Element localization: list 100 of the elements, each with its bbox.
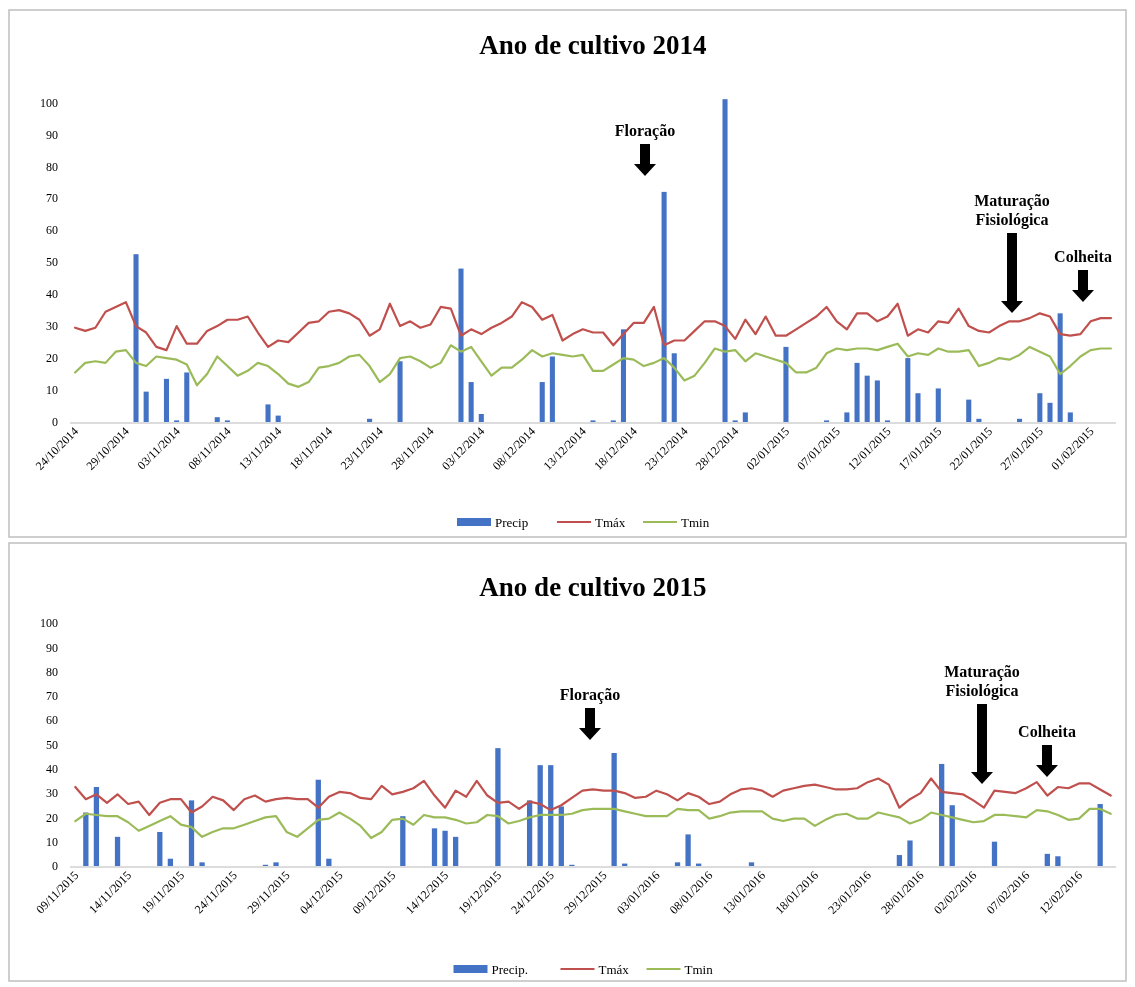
annotation: Maturação Fisiológica	[944, 663, 1020, 700]
bar	[143, 391, 149, 422]
legend-label: Precip	[495, 514, 529, 530]
bar	[558, 806, 564, 866]
y-tick-label: 50	[46, 737, 58, 752]
annotation: Floração	[614, 122, 676, 140]
y-tick-label: 40	[46, 287, 58, 302]
y-tick-label: 20	[46, 810, 58, 825]
bar	[163, 378, 170, 422]
bar	[453, 836, 459, 866]
legend-label: Precip.	[491, 961, 528, 977]
bar	[83, 812, 89, 866]
annotation: Maturação Fisiológica	[974, 192, 1050, 229]
y-tick-label: 30	[46, 786, 58, 801]
bar	[661, 191, 667, 422]
legend-label: Tmáx	[595, 514, 626, 530]
y-tick-label: 90	[46, 127, 58, 142]
bar	[748, 862, 755, 866]
bar	[537, 765, 543, 866]
y-tick-label: 0	[52, 859, 58, 874]
bar	[976, 418, 982, 422]
bar	[939, 763, 945, 866]
annotation: Floração	[559, 686, 621, 704]
line-series	[73, 301, 1113, 352]
bar	[935, 388, 941, 422]
bar	[549, 356, 555, 422]
y-tick-label: 20	[46, 351, 58, 366]
y-tick-label: 90	[46, 640, 58, 655]
chart-title: Ano de cultivo 2014	[479, 30, 707, 60]
bar	[722, 99, 728, 422]
bar	[184, 372, 190, 422]
bar	[685, 834, 691, 866]
bar	[1057, 313, 1063, 422]
y-tick-label: 80	[46, 159, 58, 174]
bar	[400, 816, 406, 866]
bar	[991, 841, 998, 866]
bar	[495, 748, 501, 866]
bar	[864, 375, 870, 422]
bar	[273, 862, 279, 866]
legend-label: Tmin	[684, 961, 714, 977]
legend-label: Tmin	[681, 514, 710, 530]
bar	[1047, 402, 1053, 422]
bar	[157, 831, 163, 866]
y-tick-label: 10	[46, 383, 58, 398]
bar	[1055, 856, 1061, 866]
bar	[783, 346, 789, 422]
bar	[907, 840, 913, 866]
bar	[468, 382, 474, 422]
bar	[199, 862, 205, 866]
bar	[114, 836, 121, 866]
bar	[611, 753, 617, 866]
bar	[1097, 804, 1103, 866]
bar	[1067, 412, 1073, 422]
y-tick-label: 100	[40, 616, 58, 631]
y-tick-label: 60	[46, 713, 58, 728]
bar	[367, 418, 373, 422]
bar	[133, 254, 139, 422]
y-tick-label: 50	[46, 255, 58, 270]
y-tick-label: 0	[52, 415, 58, 430]
bar	[742, 412, 748, 422]
bar	[915, 393, 921, 422]
bar	[949, 805, 955, 866]
legend-label: Tmáx	[598, 961, 630, 977]
bar	[431, 828, 438, 866]
bar	[442, 830, 448, 866]
bar	[214, 417, 220, 422]
bar	[874, 380, 880, 422]
bar	[1037, 393, 1043, 422]
y-tick-label: 100	[40, 95, 58, 110]
bar	[548, 765, 554, 866]
annotation: Colheita	[1054, 248, 1112, 265]
bar	[265, 404, 271, 422]
line-series	[74, 777, 1112, 817]
bar	[966, 399, 972, 422]
y-tick-label: 10	[46, 834, 58, 849]
y-tick-label: 80	[46, 664, 58, 679]
line-series	[74, 807, 1112, 840]
bar	[844, 412, 850, 422]
chart-title: Ano de cultivo 2015	[479, 572, 707, 602]
line-series	[73, 342, 1113, 388]
bar	[620, 329, 626, 422]
bar	[674, 862, 681, 866]
bar	[167, 858, 174, 866]
bar	[1016, 418, 1023, 422]
y-tick-label: 60	[46, 223, 58, 238]
bar	[275, 415, 281, 422]
bar	[671, 353, 677, 422]
bar	[854, 362, 860, 422]
bar	[1044, 853, 1050, 866]
y-tick-label: 70	[46, 689, 58, 704]
bar	[539, 382, 545, 422]
y-tick-label: 40	[46, 762, 58, 776]
bar	[326, 858, 332, 866]
annotation: Colheita	[1018, 723, 1076, 740]
y-tick-label: 70	[46, 191, 58, 206]
bar	[905, 358, 911, 422]
bar	[896, 855, 903, 866]
y-tick-label: 30	[46, 319, 58, 334]
bar	[478, 414, 484, 422]
bar	[458, 268, 464, 422]
